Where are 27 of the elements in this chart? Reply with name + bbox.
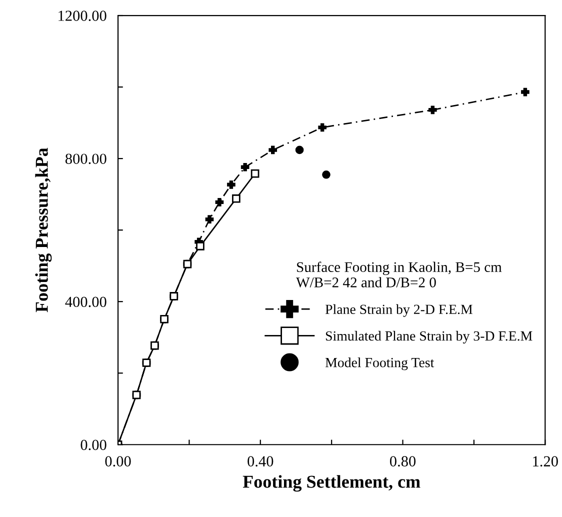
- point: [250, 169, 260, 178]
- point: [196, 242, 204, 250]
- y-tick-label: 400.00: [65, 296, 106, 308]
- y-tick-label: 0.00: [80, 440, 106, 450]
- y-axis-title: Footing Pressure,kPa: [35, 148, 52, 312]
- legend-label: Simulated Plane Strain by 3-D F.E.M: [326, 330, 532, 344]
- point: [322, 170, 330, 179]
- point: [240, 162, 250, 172]
- point: [521, 88, 530, 96]
- point: [428, 106, 437, 114]
- point: [215, 198, 224, 206]
- point: [295, 146, 304, 154]
- legend-label: Plane Strain by 2-D F.E.M: [325, 304, 472, 317]
- point: [205, 215, 214, 224]
- y-tick-label: 1200.00: [58, 10, 106, 22]
- point: [318, 123, 326, 132]
- point: [227, 180, 236, 189]
- x-tick-label: 0.00: [105, 456, 131, 467]
- x-tick-label: 0.80: [390, 456, 416, 467]
- legend-title: Surface Footing in Kaolin, B=5 cm W/B=2 42 and D/B=2 0: [296, 262, 502, 288]
- point: [268, 146, 278, 154]
- legend-label: Model Footing Test: [325, 357, 434, 370]
- x-tick-label: 0.40: [248, 456, 274, 467]
- x-tick-label: 1.20: [533, 456, 558, 467]
- x-axis-title: Footing Settlement, cm: [242, 475, 420, 492]
- point: [232, 194, 240, 203]
- y-tick-label: 800.00: [65, 154, 106, 164]
